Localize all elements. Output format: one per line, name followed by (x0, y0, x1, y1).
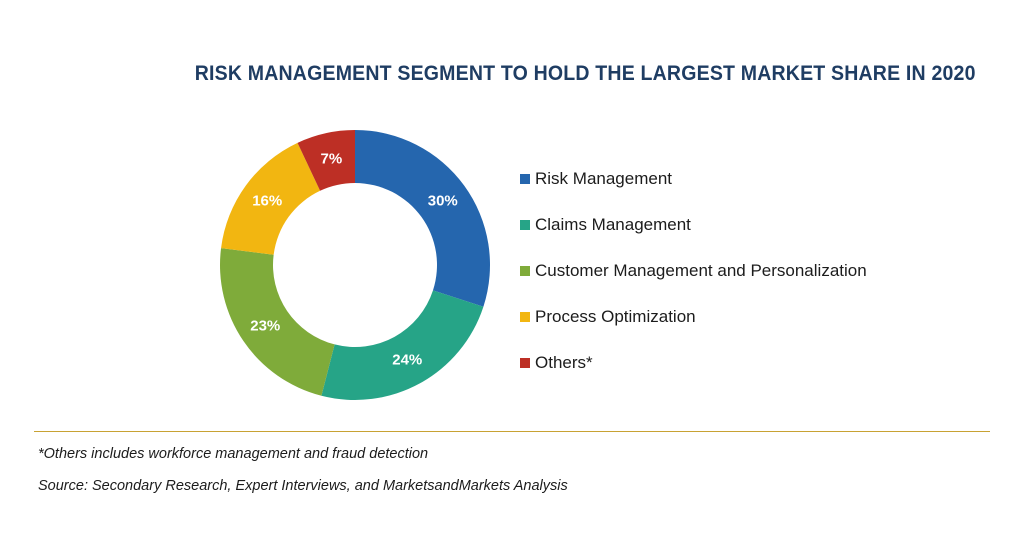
donut-slice (297, 130, 355, 191)
slice-value-label: 7% (320, 151, 342, 168)
donut-slice (355, 130, 491, 307)
slice-value-label: 30% (428, 193, 458, 210)
donut-slice (221, 142, 321, 255)
legend-item: Claims Management (520, 202, 867, 248)
donut-slice (220, 248, 335, 396)
legend-item: Risk Management (520, 156, 867, 202)
legend-label: Others* (535, 353, 593, 372)
legend-label: Process Optimization (535, 307, 696, 326)
others-footnote: *Others includes workforce management an… (38, 446, 429, 462)
legend-swatch (520, 312, 530, 322)
legend-item: Others* (520, 340, 867, 386)
donut-slice (321, 290, 484, 400)
slice-value-label: 16% (252, 193, 282, 210)
slice-value-label: 23% (250, 317, 280, 334)
legend-swatch (520, 220, 530, 230)
legend-item: Customer Management and Personalization (520, 248, 867, 294)
legend-label: Customer Management and Personalization (535, 261, 867, 280)
legend-label: Risk Management (535, 169, 673, 188)
chart-title: RISK MANAGEMENT SEGMENT TO HOLD THE LARG… (194, 62, 976, 85)
donut-chart: 30% 24% 23% 16% 7% (220, 130, 491, 400)
legend-label: Claims Management (535, 215, 691, 234)
legend-swatch (520, 358, 530, 368)
legend-item: Process Optimization (520, 294, 867, 340)
chart-legend: Risk Management Claims Management Customer… (520, 156, 867, 386)
footnote-divider (34, 431, 990, 432)
legend-swatch (520, 266, 530, 276)
source-note: Source: Secondary Research, Expert Inter… (38, 478, 568, 494)
legend-swatch (520, 174, 530, 184)
slice-value-label: 24% (392, 352, 422, 369)
